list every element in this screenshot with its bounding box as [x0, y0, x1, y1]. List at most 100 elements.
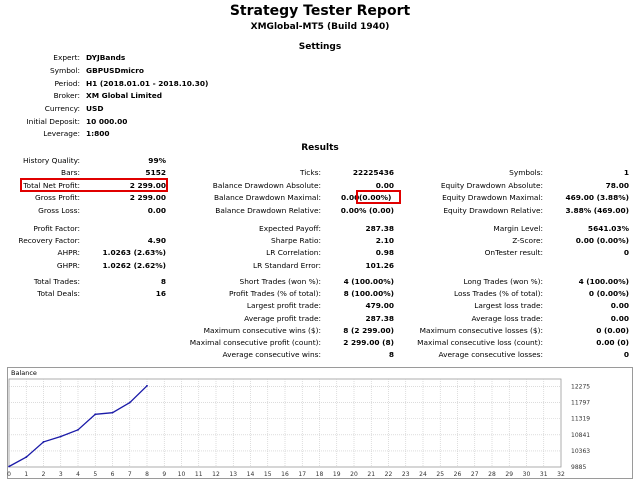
- result-label: Largest profit trade:: [246, 301, 321, 310]
- balance-point: [42, 441, 45, 443]
- x-tick-label: 12: [212, 471, 220, 478]
- x-tick-label: 27: [471, 471, 479, 478]
- settings-label: Currency:: [44, 104, 80, 113]
- x-tick-label: 31: [540, 471, 548, 478]
- balance-point: [146, 384, 148, 387]
- result-value: 1.0263 (2.63%): [102, 248, 167, 257]
- result-label: Profit Factor:: [33, 224, 80, 233]
- x-tick-label: 25: [436, 471, 444, 478]
- balance-point: [111, 411, 114, 414]
- result-label: Balance Drawdown Relative:: [215, 206, 321, 215]
- result-label: Largest loss trade:: [474, 301, 543, 310]
- x-tick-label: 0: [7, 471, 11, 478]
- result-value: 8 (100.00%): [343, 289, 394, 298]
- result-value: 0: [623, 248, 629, 257]
- x-tick-label: 23: [402, 471, 410, 478]
- result-label: Balance Drawdown Absolute:: [212, 181, 321, 190]
- result-value: 4 (100.00%): [578, 277, 629, 286]
- result-value: 3.88% (469.00): [565, 206, 630, 215]
- settings-value: 10 000.00: [86, 117, 128, 126]
- result-label: Maximum consecutive losses ($):: [419, 326, 543, 335]
- balance-point: [59, 435, 62, 438]
- result-label: Ticks:: [299, 168, 321, 177]
- drawdown-highlight: [356, 190, 401, 204]
- x-tick-label: 26: [454, 471, 462, 478]
- result-label: Gross Profit:: [35, 193, 80, 202]
- result-label: History Quality:: [22, 156, 80, 165]
- result-value: 4.90: [147, 236, 166, 245]
- result-value: 8 (2 299.00): [343, 326, 394, 335]
- result-label: Average profit trade:: [244, 314, 321, 323]
- result-value: 0.00% (0.00): [340, 206, 394, 215]
- x-tick-label: 29: [505, 471, 513, 478]
- result-value: 22225436: [352, 168, 394, 177]
- report-title: Strategy Tester Report: [229, 3, 411, 19]
- result-label: Z-Score:: [512, 236, 543, 245]
- result-label: Bars:: [61, 168, 80, 177]
- balance-point: [77, 428, 79, 431]
- result-value: 8: [388, 350, 394, 359]
- x-tick-label: 16: [281, 471, 289, 478]
- x-tick-label: 32: [557, 471, 565, 478]
- result-value: 5152: [145, 168, 166, 177]
- x-tick-label: 18: [316, 471, 324, 478]
- balance-point: [94, 413, 97, 416]
- result-label: Gross Loss:: [38, 206, 80, 215]
- settings-value: XM Global Limited: [86, 91, 162, 100]
- x-tick-label: 24: [419, 471, 427, 478]
- x-tick-label: 30: [523, 471, 531, 478]
- result-label: Total Net Profit:: [23, 181, 80, 190]
- net-profit-highlight: [20, 178, 168, 192]
- settings-label: Initial Deposit:: [26, 117, 80, 126]
- x-tick-label: 3: [59, 471, 63, 478]
- result-value: 5641.03%: [587, 224, 629, 233]
- x-tick-label: 4: [76, 471, 80, 478]
- x-tick-label: 11: [195, 471, 203, 478]
- y-tick-label: 11797: [571, 400, 590, 407]
- result-label: Maximum consecutive wins ($):: [203, 326, 321, 335]
- result-label: Equity Drawdown Relative:: [443, 206, 543, 215]
- result-label: Recovery Factor:: [18, 236, 80, 245]
- result-value: 0.00 (0): [596, 338, 629, 347]
- result-label: Profit Trades (% of total):: [228, 289, 321, 298]
- y-tick-label: 11319: [571, 416, 590, 423]
- balance-chart-svg: 0 1 2 3 4 5 6 7 8 9 10 11 12 13 14 15 16 17 18 19 20 21 22 23 24…: [7, 367, 633, 479]
- result-label: Symbols:: [509, 168, 543, 177]
- result-value: 2.10: [375, 236, 394, 245]
- result-label: LR Correlation:: [266, 248, 321, 257]
- x-tick-label: 1: [24, 471, 28, 478]
- result-label: LR Standard Error:: [253, 261, 321, 270]
- x-tick-label: 10: [178, 471, 186, 478]
- balance-point: [8, 465, 10, 468]
- result-value: 287.38: [365, 224, 394, 233]
- result-value: 4 (100.00%): [343, 277, 394, 286]
- y-tick-label: 10363: [571, 448, 590, 455]
- result-value: 0 (0.00): [596, 326, 629, 335]
- result-value: 0: [623, 350, 629, 359]
- y-tick-label: 9885: [571, 464, 586, 471]
- x-tick-label: 13: [229, 471, 237, 478]
- x-tick-label: 14: [247, 471, 255, 478]
- result-value: 1: [623, 168, 629, 177]
- result-value: 0.00 (0.00%): [575, 236, 629, 245]
- balance-point: [128, 401, 131, 404]
- result-value-extra: (0.00%): [359, 193, 392, 202]
- chart-title: Balance: [11, 369, 37, 377]
- x-tick-label: 2: [42, 471, 46, 478]
- result-label: Margin Level:: [493, 224, 543, 233]
- result-label: Total Trades:: [33, 277, 80, 286]
- x-tick-label: 7: [128, 471, 132, 478]
- report-subtitle: XMGlobal-MT5 (Build 1940): [250, 22, 390, 32]
- result-value: 101.26: [365, 261, 394, 270]
- y-tick-label: 12275: [571, 384, 590, 391]
- settings-value: GBPUSDmicro: [86, 66, 144, 75]
- settings-label: Expert:: [53, 53, 80, 62]
- x-tick-label: 19: [333, 471, 341, 478]
- result-label: Average loss trade:: [471, 314, 543, 323]
- result-value: 99%: [148, 156, 166, 165]
- x-tick-label: 17: [298, 471, 306, 478]
- settings-label: Broker:: [53, 91, 80, 100]
- result-value: 0.98: [375, 248, 394, 257]
- result-value: 479.00: [365, 301, 394, 310]
- x-tick-label: 22: [385, 471, 393, 478]
